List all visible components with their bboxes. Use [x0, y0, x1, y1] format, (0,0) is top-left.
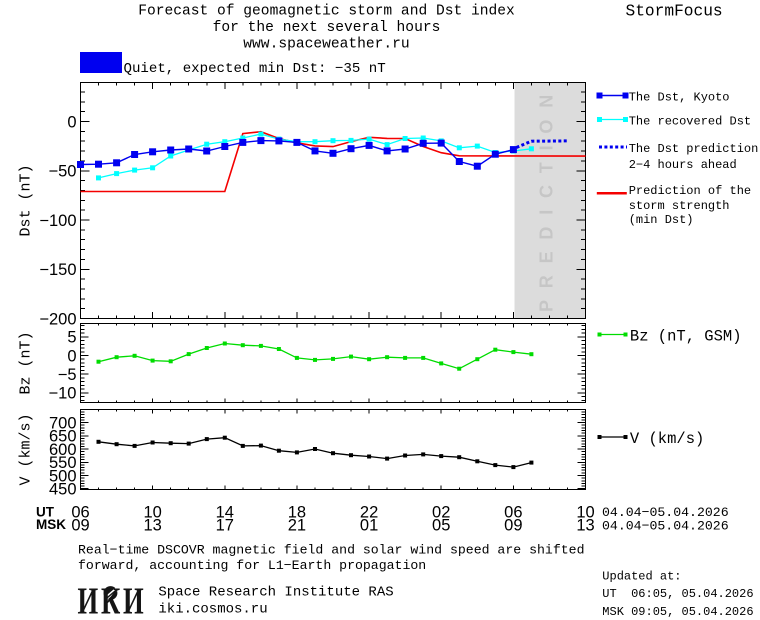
svg-text:04.04−05.04.2026: 04.04−05.04.2026	[602, 518, 729, 533]
svg-text:02: 02	[432, 503, 450, 521]
svg-text:PREDICTION: PREDICTION	[537, 83, 557, 312]
svg-text:5: 5	[67, 329, 76, 347]
svg-text:for the next several hours: for the next several hours	[213, 20, 441, 36]
svg-text:−10: −10	[49, 385, 77, 403]
svg-text:−100: −100	[39, 212, 76, 230]
svg-text:Space Research Institute RAS: Space Research Institute RAS	[158, 584, 393, 600]
svg-text:06: 06	[504, 503, 522, 521]
svg-text:Bz (nT, GSM): Bz (nT, GSM)	[630, 327, 742, 345]
svg-text:www.spaceweather.ru: www.spaceweather.ru	[243, 36, 409, 52]
svg-text:01: 01	[360, 516, 378, 534]
svg-text:The Dst prediction: The Dst prediction	[629, 142, 759, 156]
svg-text:06: 06	[71, 503, 89, 521]
svg-text:500: 500	[49, 467, 77, 485]
svg-text:09: 09	[71, 516, 89, 534]
svg-text:Updated at:: Updated at:	[602, 569, 681, 583]
svg-text:10: 10	[143, 503, 161, 521]
svg-text:13: 13	[143, 516, 161, 534]
svg-text:22: 22	[360, 503, 378, 521]
svg-text:Prediction of the: Prediction of the	[629, 184, 751, 198]
svg-text:21: 21	[288, 516, 306, 534]
svg-text:700: 700	[49, 414, 77, 432]
svg-text:MSK: MSK	[36, 517, 66, 532]
svg-text:−5: −5	[58, 366, 77, 384]
svg-text:−200: −200	[39, 310, 76, 328]
svg-text:storm strength: storm strength	[629, 199, 730, 213]
svg-text:forward, accounting for L1−Ear: forward, accounting for L1−Earth propaga…	[78, 558, 426, 573]
svg-text:0: 0	[67, 347, 76, 365]
svg-text:650: 650	[49, 428, 77, 446]
svg-text:ИКИ: ИКИ	[78, 581, 147, 620]
svg-text:MSK 09:05, 05.04.2026: MSK 09:05, 05.04.2026	[602, 605, 753, 619]
svg-text:Real−time DSCOVR magnetic fiel: Real−time DSCOVR magnetic field and sola…	[78, 543, 584, 558]
svg-text:Quiet, expected min Dst: −35 n: Quiet, expected min Dst: −35 nT	[124, 61, 386, 77]
svg-text:14: 14	[216, 503, 234, 521]
svg-text:18: 18	[288, 503, 306, 521]
svg-text:iki.cosmos.ru: iki.cosmos.ru	[158, 601, 267, 617]
svg-text:−50: −50	[49, 163, 77, 181]
svg-text:StormFocus: StormFocus	[626, 2, 723, 20]
svg-text:−150: −150	[39, 261, 76, 279]
svg-text:13: 13	[576, 516, 594, 534]
svg-text:600: 600	[49, 441, 77, 459]
svg-text:09: 09	[504, 516, 522, 534]
svg-text:05: 05	[432, 516, 450, 534]
svg-text:V (km/s): V (km/s)	[18, 413, 35, 485]
svg-text:UT 06:05, 05.04.2026: UT 06:05, 05.04.2026	[602, 587, 753, 601]
svg-text:V (km/s): V (km/s)	[630, 430, 704, 448]
svg-text:Dst (nT): Dst (nT)	[18, 164, 35, 236]
svg-text:(min Dst): (min Dst)	[629, 213, 694, 227]
svg-text:450: 450	[49, 481, 77, 499]
svg-text:550: 550	[49, 454, 77, 472]
svg-text:The recovered Dst: The recovered Dst	[629, 114, 751, 128]
svg-text:04.04−05.04.2026: 04.04−05.04.2026	[602, 505, 729, 520]
svg-text:UT: UT	[36, 504, 55, 519]
svg-text:10: 10	[576, 503, 594, 521]
svg-text:Forecast of geomagnetic storm: Forecast of geomagnetic storm and Dst in…	[138, 3, 515, 19]
svg-text:Bz (nT): Bz (nT)	[18, 331, 35, 394]
svg-text:17: 17	[216, 516, 234, 534]
svg-text:0: 0	[67, 113, 76, 131]
svg-text:The Dst, Kyoto: The Dst, Kyoto	[629, 90, 730, 104]
svg-text:2−4 hours ahead: 2−4 hours ahead	[629, 158, 737, 172]
